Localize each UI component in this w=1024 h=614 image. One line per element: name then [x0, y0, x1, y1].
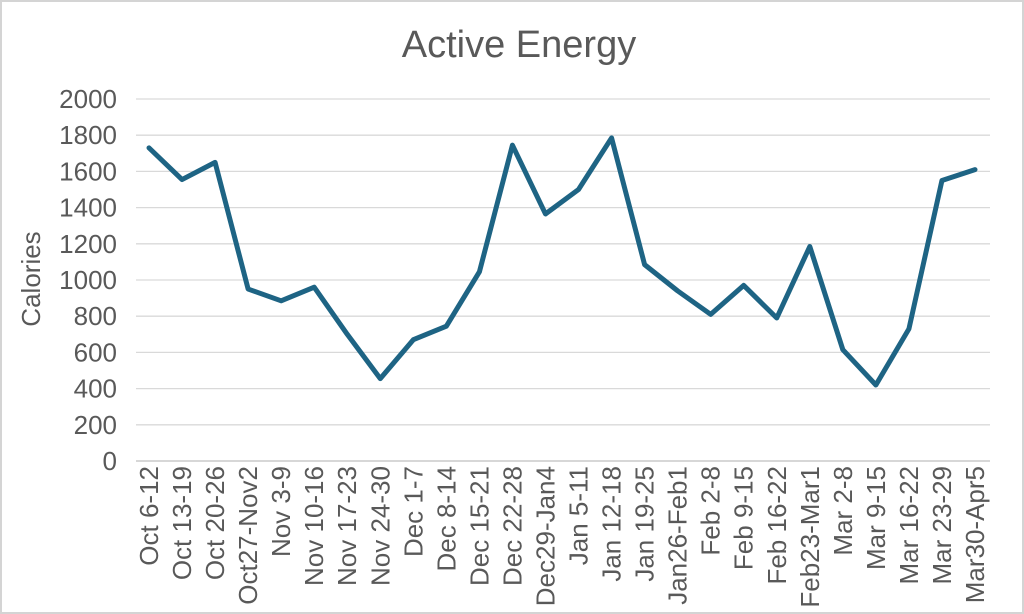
x-axis-tick-label: Mar 9-15 [861, 466, 891, 570]
y-axis-tick-label: 200 [74, 410, 117, 440]
x-axis-tick-label: Dec 22-28 [497, 466, 527, 586]
x-axis-tick-label: Feb 2-8 [696, 466, 726, 556]
x-axis-tick-label: Jan26-Feb1 [663, 466, 693, 605]
x-axis-tick-label: Oct27-Nov2 [233, 466, 263, 605]
y-axis-tick-label: 2000 [59, 84, 117, 114]
x-axis-tick-label: Nov 17-23 [332, 466, 362, 586]
y-axis-tick-label: 1400 [59, 193, 117, 223]
y-axis-tick-label: 1200 [59, 229, 117, 259]
x-axis-tick-label: Mar 2-8 [828, 466, 858, 556]
x-axis-tick-label: Feb 16-22 [762, 466, 792, 585]
x-axis-tick-label: Jan 19-25 [630, 466, 660, 582]
y-axis-tick-label: 1000 [59, 265, 117, 295]
x-axis-tick-label: Nov 10-16 [299, 466, 329, 586]
x-axis-tick-label: Mar 23-29 [927, 466, 957, 585]
data-series [146, 135, 978, 388]
chart-title: Active Energy [402, 24, 636, 66]
y-axis-tick-label: 1600 [59, 156, 117, 186]
y-axis-title: Calories [16, 231, 46, 326]
x-axis-tick-label: Mar 16-22 [894, 466, 924, 585]
x-axis-tick-label: Dec29-Jan4 [530, 466, 560, 606]
x-axis-tick-label: Feb23-Mar1 [795, 466, 825, 608]
y-axis-tick-label: 0 [103, 446, 117, 476]
y-axis-tick-label: 800 [74, 301, 117, 331]
x-axis-tick-label: Mar30-Apr5 [960, 466, 990, 603]
y-axis-tick-label: 600 [74, 337, 117, 367]
data-series-line [146, 135, 978, 388]
gridlines [136, 98, 990, 462]
x-axis-tick-label: Jan 5-11 [564, 466, 594, 565]
y-axis-tick-label: 400 [74, 374, 117, 404]
x-axis-tick-label: Dec 1-7 [398, 466, 428, 557]
y-axis-tick-label: 1800 [59, 120, 117, 150]
x-axis-tick-label: Nov 3-9 [266, 466, 296, 557]
x-axis-tick-label: Jan 12-18 [597, 466, 627, 582]
x-axis-tick-label: Oct 6-12 [134, 466, 164, 566]
x-axis-tick-label: Oct 20-26 [200, 466, 230, 580]
x-axis-tick-label: Dec 15-21 [464, 466, 494, 586]
y-axis-tick-labels: 0 200 400 600 800 1000 1200 1400 1600 1800 2000 [59, 84, 117, 476]
x-axis-tick-label: Oct 13-19 [167, 466, 197, 580]
x-axis-tick-label: Dec 8-14 [431, 466, 461, 572]
x-axis-tick-label: Nov 24-30 [365, 466, 395, 586]
x-axis-tick-labels: Oct 6-12 Oct 13-19 Oct 20-26 Oct27-Nov2 Nov … [134, 466, 990, 608]
x-axis-tick-label: Feb 9-15 [729, 466, 759, 570]
